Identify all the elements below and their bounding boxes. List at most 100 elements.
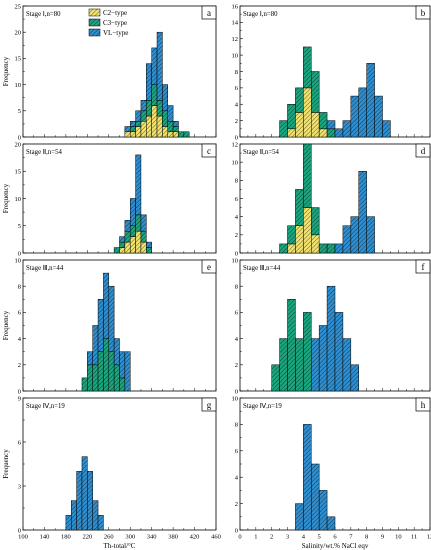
bar-hatch xyxy=(183,131,190,137)
panel-c: 0 5 10 15 20 Stage Ⅱ,n=54 c Frequency xyxy=(2,141,217,257)
y-tick-label: 8 xyxy=(235,178,238,185)
bar-hatch xyxy=(350,364,359,391)
x-tick-label: 7 xyxy=(349,534,353,541)
stage-label: Stage Ⅰ,n=80 xyxy=(243,11,278,18)
y-tick-label: 4 xyxy=(235,102,239,109)
bar-hatch xyxy=(311,112,320,137)
bar-hatch xyxy=(335,128,343,137)
x-tick-label: 3 xyxy=(286,534,289,541)
bar-hatch xyxy=(167,121,174,132)
y-tick-label: 10 xyxy=(15,82,22,89)
bar-hatch xyxy=(130,121,136,127)
bar-hatch xyxy=(162,126,168,137)
bar-hatch xyxy=(114,364,120,391)
bar-hatch xyxy=(146,242,152,248)
y-tick-label: 5 xyxy=(18,223,21,230)
panel-letter: b xyxy=(421,8,426,18)
x-tick-label: 380 xyxy=(168,534,178,541)
x-tick-label: 100 xyxy=(18,534,28,541)
legend: C2−type C3−type VL−type xyxy=(88,8,128,37)
x-tick-label: 220 xyxy=(82,534,92,541)
y-tick-label: 4 xyxy=(235,336,239,343)
bar-hatch xyxy=(140,214,147,232)
bar-hatch xyxy=(295,112,304,137)
y-tick-label: 6 xyxy=(18,310,22,317)
bar-hatch xyxy=(342,338,351,391)
bar-hatch xyxy=(114,338,120,365)
y-tick-label: 9 xyxy=(18,395,21,402)
x-tick-label: 1 xyxy=(254,534,257,541)
bar-hatch xyxy=(151,105,158,137)
bar-hatch xyxy=(119,247,125,253)
y-tick-label: 0 xyxy=(235,250,238,257)
panel-e: 0 2 4 6 8 10 Stage Ⅲ,n=44 e Frequency xyxy=(2,257,217,395)
x-tick-label: 0 xyxy=(238,534,241,541)
legend-swatch-hatch xyxy=(89,9,100,16)
panel-letter-box xyxy=(201,5,217,20)
bar-hatch xyxy=(173,121,179,127)
bar-hatch xyxy=(303,424,312,530)
bar-hatch xyxy=(173,131,179,137)
x-tick-label: 11 xyxy=(411,534,417,541)
panel-letter-box xyxy=(415,397,431,412)
bar-hatch xyxy=(382,120,391,137)
bar-hatch xyxy=(130,126,136,132)
bar-hatch xyxy=(87,471,93,530)
bar-hatch xyxy=(327,516,335,530)
bar-hatch xyxy=(124,231,131,243)
panel-letter: h xyxy=(421,400,426,410)
y-tick-label: 2 xyxy=(235,501,238,508)
bar-hatch xyxy=(335,312,343,391)
bar-hatch xyxy=(76,471,82,530)
bar-hatch xyxy=(98,351,104,391)
bar-hatch xyxy=(119,242,125,248)
x-tick-label: 140 xyxy=(40,534,50,541)
bar-hatch xyxy=(98,515,104,530)
bar-hatch xyxy=(140,100,147,111)
bar-hatch xyxy=(103,338,109,391)
bar-hatch xyxy=(303,207,312,253)
panel-letter-box xyxy=(201,259,217,274)
y-axis-label: Frequency xyxy=(2,310,10,340)
y-tick-label: 2 xyxy=(18,362,21,369)
y-axis-label: Frequency xyxy=(2,183,10,213)
panel-letter: a xyxy=(207,8,211,18)
panel-letter: f xyxy=(422,262,425,272)
bar-hatch xyxy=(279,120,288,137)
bar-hatch xyxy=(327,286,335,391)
bar-hatch xyxy=(135,154,141,215)
y-tick-label: 0 xyxy=(235,134,238,141)
bar-hatch xyxy=(146,63,152,101)
bar-hatch xyxy=(374,96,383,137)
panel-letter-box xyxy=(201,397,217,412)
y-tick-label: 0 xyxy=(235,388,238,395)
bar-hatch xyxy=(358,87,367,137)
bar-hatch xyxy=(135,214,141,232)
bar-hatch xyxy=(311,71,320,113)
legend-label: VL−type xyxy=(103,29,128,37)
bar-hatch xyxy=(287,299,296,391)
bar-hatch xyxy=(271,364,280,391)
bar-hatch xyxy=(287,225,296,244)
bar-hatch xyxy=(287,128,296,137)
panel-frame xyxy=(239,5,431,138)
bar-hatch xyxy=(87,364,93,391)
bar-hatch xyxy=(157,116,163,137)
y-tick-label: 4 xyxy=(18,336,22,343)
bar-hatch xyxy=(162,84,168,111)
bar-hatch xyxy=(319,128,328,137)
panel-frame xyxy=(239,397,431,531)
x-tick-label: 8 xyxy=(365,534,368,541)
y-tick-label: 0 xyxy=(18,250,21,257)
stage-label: Stage Ⅱ,n=54 xyxy=(243,149,279,156)
y-tick-label: 8 xyxy=(18,284,21,291)
bar-hatch xyxy=(173,126,179,132)
x-tick-label: 180 xyxy=(61,534,71,541)
bar-hatch xyxy=(295,225,304,253)
panel-letter-box xyxy=(201,143,217,158)
y-tick-label: 0 xyxy=(18,388,21,395)
bar-hatch xyxy=(103,273,109,339)
bar-hatch xyxy=(342,225,351,253)
bar-hatch xyxy=(135,231,141,253)
y-tick-label: 6 xyxy=(235,448,239,455)
